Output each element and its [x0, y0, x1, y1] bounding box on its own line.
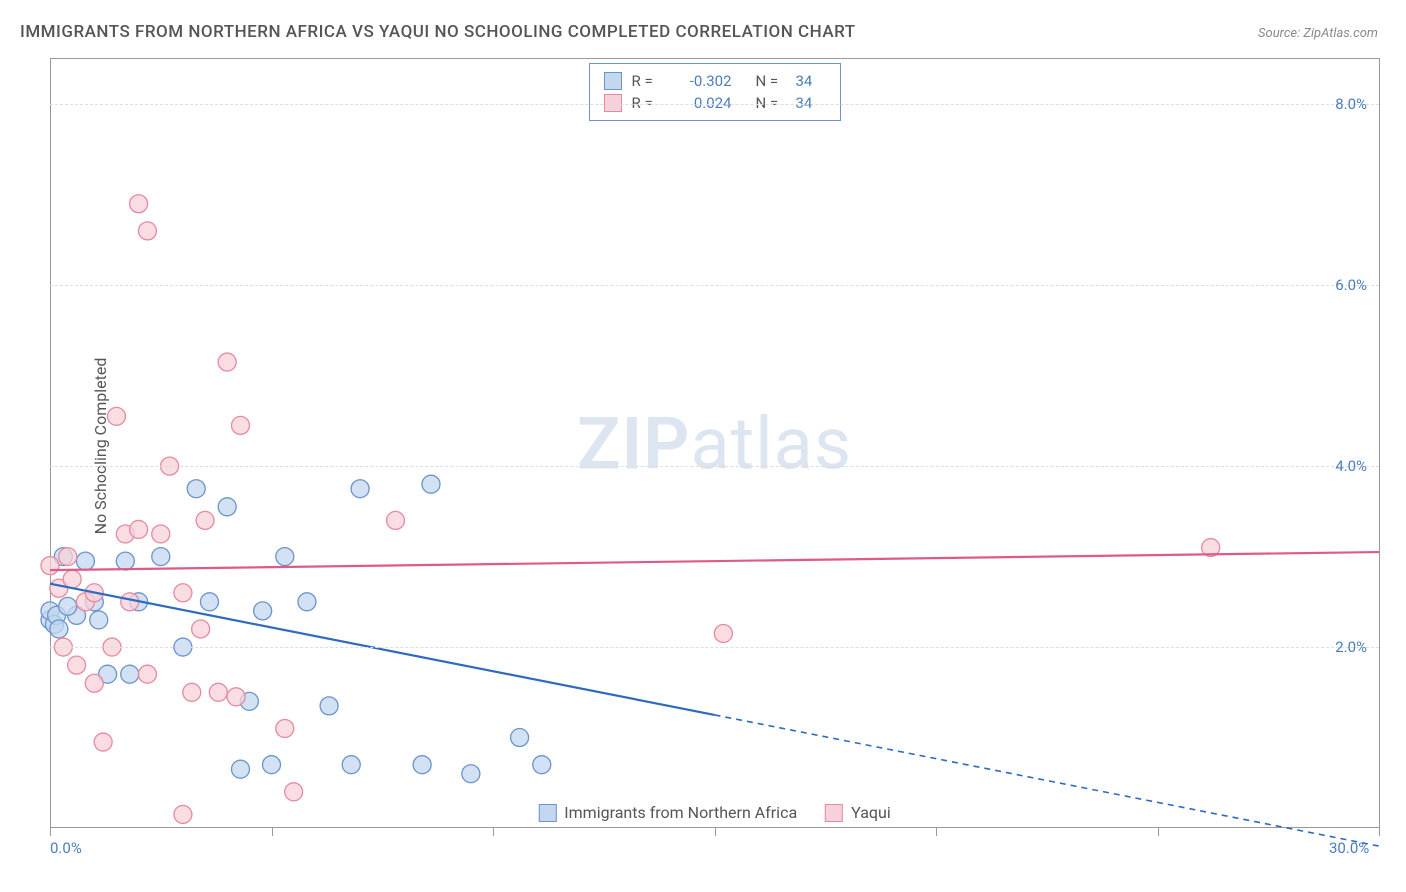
legend-label-series1: Immigrants from Northern Africa — [564, 803, 797, 822]
y-tick-label: 4.0% — [1335, 457, 1367, 475]
chart-svg — [50, 59, 1379, 828]
chart-title: IMMIGRANTS FROM NORTHERN AFRICA VS YAQUI… — [20, 22, 856, 42]
swatch-bottom-series2 — [825, 804, 843, 822]
series-legend: Immigrants from Northern Africa Yaqui — [538, 803, 890, 822]
legend-item-series1: Immigrants from Northern Africa — [538, 803, 797, 822]
swatch-bottom-series1 — [538, 804, 556, 822]
legend-label-series2: Yaqui — [851, 803, 891, 822]
x-tick-label: 30.0% — [1329, 839, 1369, 857]
y-tick-label: 2.0% — [1335, 638, 1367, 656]
x-tick-label: 0.0% — [50, 839, 82, 857]
y-tick-label: 8.0% — [1335, 95, 1367, 113]
legend-item-series2: Yaqui — [825, 803, 891, 822]
plot-area: ZIPatlas R = -0.302 N = 34 R = 0.024 N =… — [50, 58, 1380, 828]
source-attribution: Source: ZipAtlas.com — [1258, 26, 1378, 41]
y-tick-label: 6.0% — [1335, 276, 1367, 294]
